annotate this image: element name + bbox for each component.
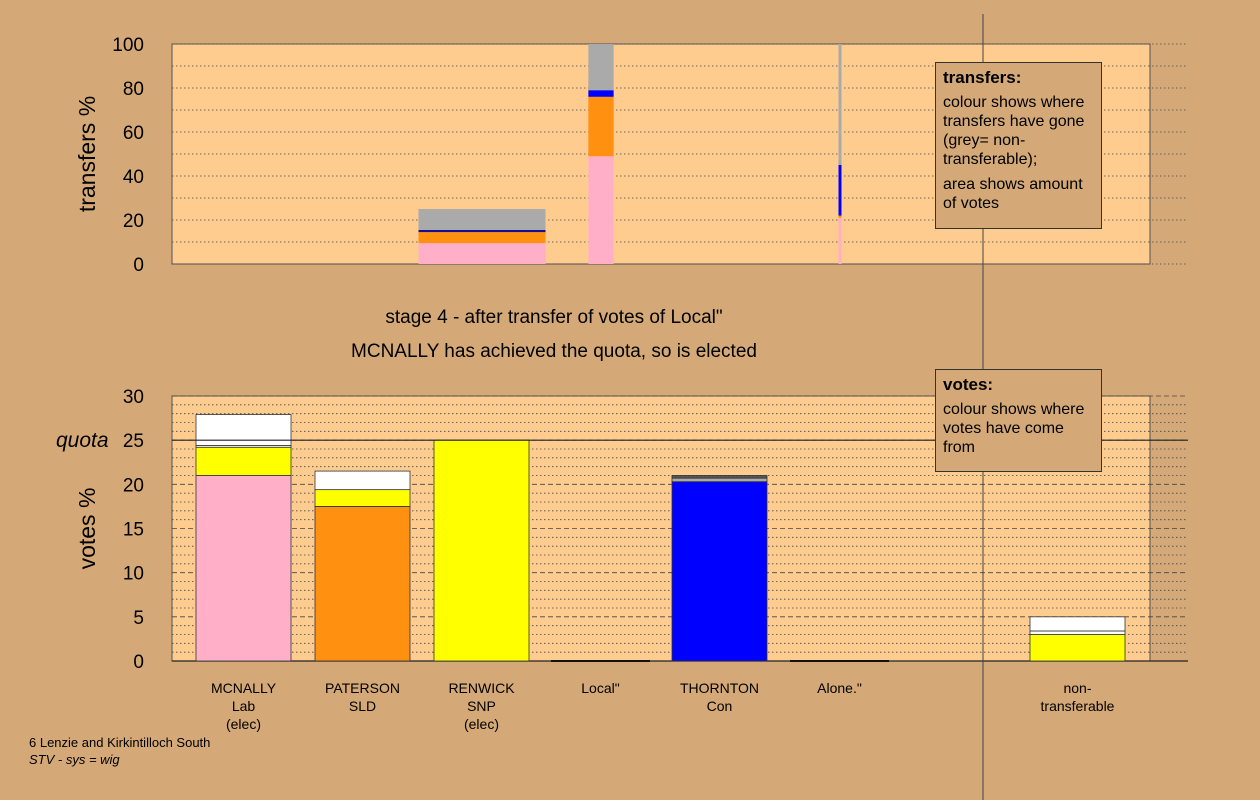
vote-segment	[314, 470, 411, 491]
candidate-label: Con	[707, 698, 733, 714]
transfer-segment	[588, 156, 614, 264]
transfer-segment	[588, 90, 614, 97]
transfer-segment	[838, 165, 842, 216]
votes-tick-label: 20	[123, 475, 144, 496]
candidate-label: Local"	[581, 680, 619, 696]
votes-tick-label: 0	[133, 652, 144, 673]
candidate-label: non-	[1063, 680, 1091, 696]
transfer-segment	[588, 96, 614, 157]
transfer-segment	[418, 243, 546, 264]
transfers-legend-title: transfers:	[943, 68, 1022, 87]
vote-segment	[433, 439, 530, 662]
vote-segment	[1029, 634, 1126, 662]
quota-label: quota	[56, 429, 109, 452]
stage-title: stage 4 - after transfer of votes of Loc…	[385, 307, 722, 328]
vote-segment	[195, 446, 292, 476]
votes-tick-label: 30	[123, 387, 144, 408]
vote-segment	[1029, 616, 1126, 632]
transfers-axis-label: transfers %	[74, 96, 100, 212]
vote-segment	[314, 489, 411, 507]
transfers-tick-label: 40	[123, 167, 144, 188]
votes-axis-label: votes %	[74, 488, 100, 570]
transfers-legend-line1: colour shows where transfers have gone (…	[943, 94, 1085, 168]
candidate-label: SNP	[467, 698, 496, 714]
vote-segment	[1029, 630, 1126, 635]
transfers-tick-label: 60	[123, 123, 144, 144]
votes-legend-line1: colour shows where votes have come from	[943, 401, 1085, 456]
votes-tick-label: 10	[123, 564, 144, 585]
footer: 6 Lenzie and Kirkintilloch South STV - s…	[29, 734, 210, 768]
transfer-segment	[418, 209, 546, 230]
candidate-label: Lab	[232, 698, 256, 714]
candidate-label: RENWICK	[448, 680, 515, 696]
transfers-tick-label: 20	[123, 211, 144, 232]
candidate-label: PATERSON	[325, 680, 400, 696]
vote-segment	[671, 477, 768, 483]
vote-segment	[195, 475, 292, 662]
votes-tick-label: 5	[133, 608, 144, 629]
candidate-label: MCNALLY	[211, 680, 277, 696]
transfers-legend: transfers: colour shows where transfers …	[935, 62, 1102, 229]
transfer-segment	[838, 215, 842, 218]
votes-legend: votes: colour shows where votes have com…	[935, 369, 1102, 472]
transfer-segment	[838, 217, 842, 264]
voting-system: STV - sys = wig	[29, 752, 120, 767]
transfers-tick-label: 0	[133, 255, 144, 276]
candidate-label: Alone."	[817, 680, 862, 696]
votes-tick-label: 15	[123, 520, 144, 541]
transfers-legend-line2: area shows amount of votes	[943, 176, 1083, 212]
transfer-segment	[588, 44, 614, 91]
candidate-label: THORNTON	[680, 680, 759, 696]
candidate-label: transferable	[1041, 698, 1115, 714]
votes-tick-label: 25	[123, 431, 144, 452]
transfer-segment	[418, 232, 546, 244]
vote-segment	[671, 475, 768, 479]
transfers-tick-label: 100	[112, 35, 144, 56]
candidate-label: SLD	[349, 698, 376, 714]
ward-name: 6 Lenzie and Kirkintilloch South	[29, 735, 211, 750]
vote-segment	[671, 481, 768, 662]
votes-legend-title: votes:	[943, 375, 994, 394]
candidate-label: (elec)	[226, 716, 261, 732]
candidate-label: (elec)	[464, 716, 499, 732]
stage-subtitle: MCNALLY has achieved the quota, so is el…	[351, 341, 757, 362]
vote-segment	[195, 414, 292, 446]
vote-segment	[314, 506, 411, 662]
transfers-tick-label: 80	[123, 79, 144, 100]
transfer-segment	[838, 44, 842, 165]
